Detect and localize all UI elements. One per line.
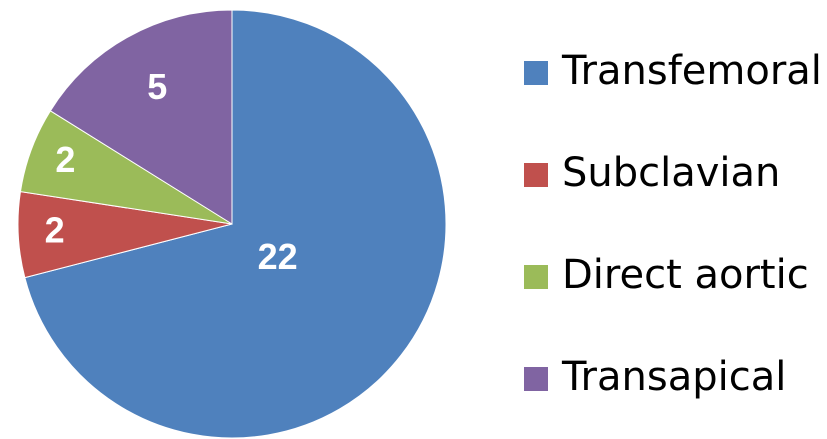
data-label: 2 bbox=[55, 139, 75, 180]
legend-swatch bbox=[524, 61, 548, 85]
legend-label: Transapical bbox=[561, 354, 786, 400]
legend-swatch bbox=[524, 265, 548, 289]
legend-swatch bbox=[524, 163, 548, 187]
pie-slice bbox=[24, 9, 447, 439]
legend-label: Subclavian bbox=[562, 150, 780, 196]
data-label: 5 bbox=[147, 66, 167, 107]
data-label: 2 bbox=[45, 210, 65, 251]
legend-label: Transfemoral bbox=[561, 48, 822, 94]
data-label: 22 bbox=[258, 236, 298, 277]
pie-slice bbox=[49, 9, 233, 225]
legend-label: Direct aortic bbox=[562, 252, 809, 298]
legend-swatch bbox=[524, 367, 548, 391]
